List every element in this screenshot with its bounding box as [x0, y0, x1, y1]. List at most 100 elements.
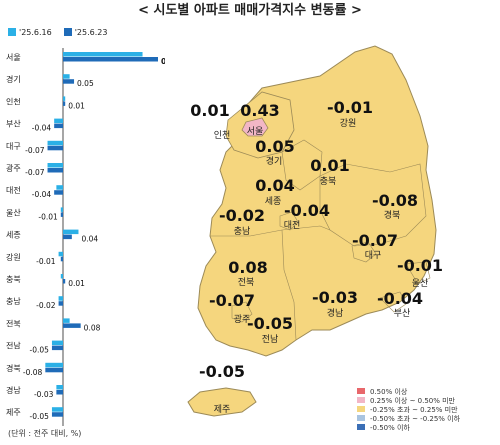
category-label: 세종: [6, 231, 21, 240]
region-value-seoul: 0.43: [240, 101, 279, 120]
region-label-jeonnam: 전남: [262, 334, 279, 345]
category-label: 제주: [6, 408, 21, 417]
map-legend: 0.50% 이상 0.25% 이상 ~ 0.50% 미만 -0.25% 초과 ~…: [357, 388, 460, 433]
region-gangwon: -0.01 강원: [327, 98, 373, 129]
region-label-chungbuk: 충북: [320, 176, 337, 187]
bar-prev: [60, 207, 63, 212]
bar-curr: [63, 57, 158, 62]
jeju-shape: [187, 387, 257, 417]
category-label: 충북: [6, 275, 21, 284]
map-legend-row: 0.25% 이상 ~ 0.50% 미만: [357, 397, 460, 406]
legend-item-curr: '25.6.23: [63, 28, 108, 37]
bar-curr: [47, 145, 63, 151]
region-label-gyeonggi: 경기: [266, 155, 283, 167]
region-chungnam: -0.02 충남: [219, 206, 265, 237]
region-label-gangwon: 강원: [340, 118, 357, 129]
bar-curr: [60, 256, 63, 262]
region-value-jeonbuk: 0.08: [228, 258, 267, 277]
region-label-ulsan: 울산: [412, 278, 429, 289]
data-label: -0.01: [36, 257, 56, 266]
region-value-ulsan: -0.01: [397, 256, 443, 275]
region-value-daejeon: -0.04: [284, 201, 330, 220]
region-value-gyeongnam: -0.03: [312, 288, 358, 307]
region-label-incheon: 인천: [214, 130, 231, 141]
region-daegu: -0.07 대구: [352, 231, 398, 261]
region-label-jeju: 제주: [214, 404, 231, 415]
region-label-daegu: 대구: [365, 250, 382, 261]
category-label: 울산: [6, 207, 21, 217]
map-legend-swatch: [357, 415, 365, 421]
daejeon-shape: [279, 211, 299, 231]
bar-curr: [51, 345, 63, 351]
category-label: 부산: [6, 119, 21, 129]
region-gyeongbuk: -0.08 경북: [372, 191, 418, 221]
bar-curr: [63, 279, 66, 284]
bar-curr: [56, 390, 63, 395]
data-label: -0.04: [32, 124, 52, 133]
region-label-daejeon: 대전: [284, 220, 301, 231]
region-seoul: 0.43 서울: [240, 101, 279, 137]
seoul-shape: [241, 117, 269, 137]
legend-label-prev: '25.6.16: [19, 28, 52, 37]
bar-prev: [45, 362, 63, 368]
category-label: 광주: [6, 163, 21, 173]
bar-prev: [58, 251, 63, 257]
bar-prev: [56, 385, 63, 390]
region-label-gyeongbuk: 경북: [384, 209, 401, 221]
region-value-daegu: -0.07: [352, 231, 398, 250]
busan-shape: [379, 291, 407, 313]
region-incheon: 0.01 인천: [190, 101, 230, 141]
ulsan-shape: [405, 261, 431, 285]
region-value-chungbuk: 0.01: [310, 156, 349, 175]
bar-prev: [51, 340, 63, 346]
region-ulsan: -0.01 울산: [397, 256, 443, 289]
bar-prev: [63, 318, 70, 323]
region-value-gangwon: -0.01: [327, 98, 373, 117]
bar-prev: [54, 118, 63, 124]
data-label: 0.43: [161, 57, 165, 66]
legend-label-curr: '25.6.23: [74, 28, 108, 37]
data-label: 0.04: [81, 235, 98, 244]
korea-map: 0.01 인천 0.43 서울 -0.01 강원 0.05 경기 0.01 충북…: [187, 45, 443, 417]
bar-prev: [56, 185, 63, 190]
data-label: -0.05: [30, 412, 50, 421]
region-label-gyeongnam: 경남: [327, 307, 344, 319]
map-legend-label: 0.25% 이상 ~ 0.50% 미만: [370, 397, 456, 405]
bar-prev: [63, 229, 79, 235]
map-legend-label: -0.50% 초과 ~ -0.25% 이하: [370, 415, 461, 423]
bar-curr: [63, 101, 66, 106]
region-value-busan: -0.04: [377, 289, 423, 308]
bar-curr: [58, 301, 63, 306]
category-label: 경북: [6, 363, 21, 373]
category-label: 대구: [6, 142, 21, 151]
data-label: -0.02: [36, 301, 56, 310]
map-legend-swatch: [357, 424, 365, 430]
region-value-chungnam: -0.02: [219, 206, 265, 225]
category-label: 충남: [6, 297, 21, 306]
region-label-sejong: 세종: [265, 196, 282, 207]
map-shapes: [187, 45, 437, 417]
category-label: 서울: [6, 53, 21, 62]
map-legend-row: -0.25% 초과 ~ 0.25% 미만: [357, 406, 460, 415]
map-legend-swatch: [357, 388, 365, 394]
region-value-gyeonggi: 0.05: [255, 137, 294, 156]
region-gyeonggi: 0.05 경기: [255, 137, 294, 167]
data-label: -0.03: [34, 390, 54, 399]
data-label: 0.05: [77, 79, 94, 88]
daegu-shape: [351, 241, 377, 263]
category-label: 대전: [6, 185, 21, 195]
bar-curr: [63, 79, 75, 84]
region-label-gwangju: 광주: [234, 313, 251, 325]
bar-prev: [60, 274, 63, 279]
bar-prev: [63, 96, 66, 101]
region-label-busan: 부산: [394, 308, 411, 319]
data-label: -0.01: [38, 212, 58, 221]
bar-prev: [63, 74, 70, 79]
bar-prev: [63, 52, 143, 57]
data-label: 0.01: [68, 101, 85, 110]
region-busan: -0.04 부산: [377, 289, 423, 319]
region-jeonbuk: 0.08 전북: [228, 258, 267, 288]
region-jeonnam: -0.05 전남: [247, 314, 293, 345]
region-label-jeonbuk: 전북: [238, 277, 255, 288]
bar-curr: [45, 367, 63, 373]
